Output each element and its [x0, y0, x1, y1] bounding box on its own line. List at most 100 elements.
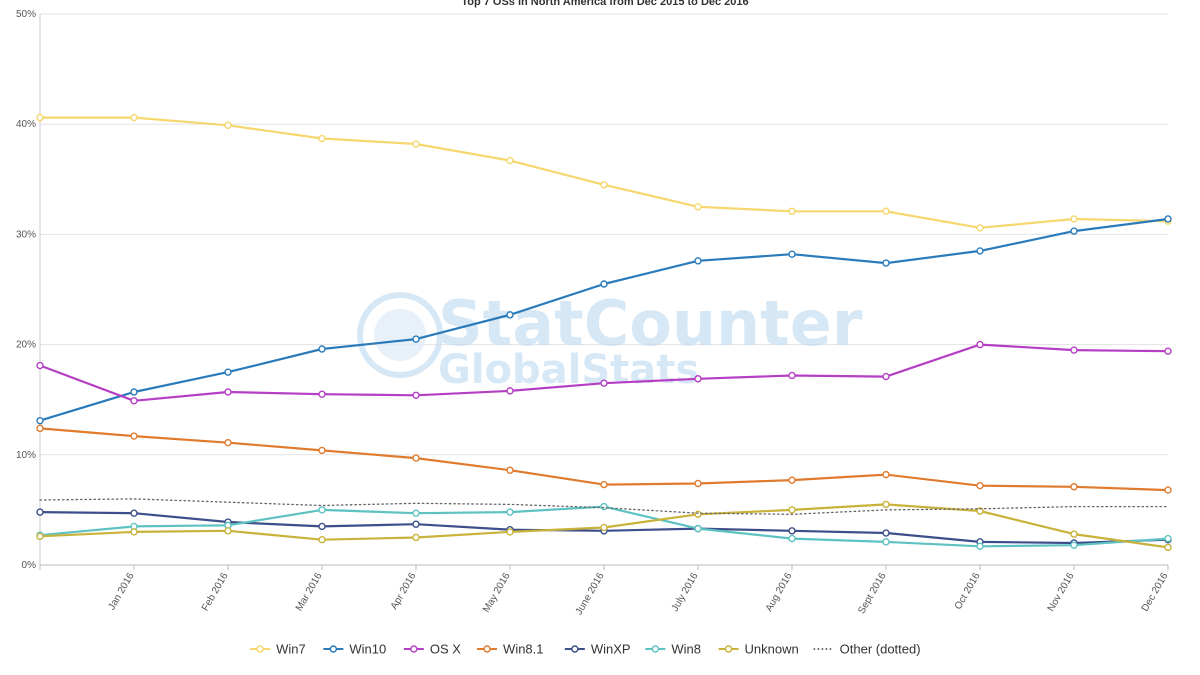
- legend-item-0[interactable]: Win7: [250, 642, 306, 657]
- data-point: [694, 257, 702, 265]
- x-tick-label: Oct 2016: [953, 571, 983, 612]
- data-point: [600, 502, 608, 511]
- data-point: [506, 156, 514, 165]
- legend-item-3[interactable]: Win8.1: [477, 642, 544, 657]
- data-point: [788, 207, 796, 215]
- data-point: [694, 479, 702, 488]
- data-point: [412, 533, 420, 542]
- series-line-7: [39, 498, 1169, 515]
- legend-marker: [483, 645, 491, 653]
- legend-marker: [724, 645, 733, 653]
- legend-label: Win7: [276, 642, 306, 657]
- legend-label: OS X: [430, 642, 461, 657]
- data-point: [600, 480, 608, 489]
- data-point: [506, 387, 514, 395]
- data-point: [1070, 346, 1078, 354]
- data-point: [36, 424, 44, 433]
- data-point: [1164, 347, 1172, 355]
- data-point: [1070, 483, 1078, 491]
- legend: Win7 Win10 OS X Win8.1 WinXP Win8 Unknown Other…: [250, 642, 921, 657]
- data-point: [412, 520, 420, 528]
- y-tick-label: 30%: [16, 229, 36, 240]
- legend-item-6[interactable]: Unknown: [718, 642, 799, 657]
- data-point: [224, 527, 232, 535]
- data-point: [506, 528, 514, 536]
- data-point: [600, 379, 608, 387]
- data-point: [976, 507, 984, 515]
- data-point: [976, 481, 984, 490]
- x-tick-label: July 2016: [670, 571, 701, 614]
- data-point: [318, 134, 326, 143]
- data-point: [412, 391, 420, 399]
- x-tick-label: Sept 2016: [856, 571, 889, 616]
- data-point: [600, 523, 608, 532]
- x-axis-ticks: Jan 2016 Feb 2016 Mar 2016 Apr 2016 May 2016…: [39, 565, 1171, 617]
- data-point: [318, 345, 326, 353]
- data-point: [318, 535, 326, 544]
- x-tick-label: Aug 2016: [764, 571, 795, 614]
- data-point: [976, 247, 984, 255]
- data-point: [412, 335, 420, 343]
- data-point: [976, 340, 984, 349]
- data-point: [130, 388, 138, 396]
- x-tick-label: May 2016: [481, 571, 513, 615]
- statcounter-watermark: StatCounter GlobalStats: [357, 287, 863, 393]
- data-point: [882, 470, 890, 479]
- data-point: [36, 113, 44, 122]
- data-point: [600, 181, 608, 189]
- data-point: [36, 532, 44, 541]
- data-point: [600, 280, 608, 288]
- y-tick-label: 10%: [16, 450, 36, 461]
- legend-label: WinXP: [591, 642, 631, 657]
- legend-marker: [410, 645, 418, 653]
- data-point: [318, 390, 326, 398]
- data-point: [130, 509, 138, 517]
- y-tick-label: 0%: [22, 560, 37, 571]
- x-tick-label: Feb 2016: [200, 571, 231, 613]
- legend-item-1[interactable]: Win10: [323, 642, 386, 657]
- data-point: [130, 528, 138, 536]
- data-point: [506, 508, 514, 516]
- data-point: [412, 509, 420, 517]
- data-point: [130, 397, 138, 405]
- data-point: [694, 524, 702, 533]
- x-tick-label: June 2016: [574, 571, 607, 617]
- data-point: [36, 416, 44, 425]
- data-point: [788, 371, 796, 380]
- data-point: [976, 542, 984, 550]
- data-point: [1070, 227, 1078, 235]
- data-point: [1164, 543, 1172, 552]
- data-point: [36, 361, 44, 370]
- y-tick-label: 20%: [16, 340, 36, 351]
- data-point: [882, 500, 890, 509]
- data-point: [882, 207, 890, 215]
- data-point: [318, 506, 326, 514]
- legend-marker: [329, 645, 338, 653]
- legend-marker: [651, 645, 660, 653]
- data-point: [224, 438, 232, 447]
- legend-item-7[interactable]: Other (dotted): [813, 642, 921, 657]
- legend-item-4[interactable]: WinXP: [564, 642, 631, 657]
- data-point: [130, 432, 138, 440]
- legend-item-2[interactable]: OS X: [403, 642, 461, 657]
- y-tick-label: 50%: [16, 9, 36, 20]
- data-point: [882, 529, 890, 537]
- data-point: [788, 527, 796, 535]
- data-point: [882, 372, 890, 381]
- y-axis-ticks: 0% 10% 20% 30% 40% 50%: [16, 9, 36, 571]
- x-tick-label: Apr 2016: [389, 571, 419, 612]
- data-point: [224, 388, 232, 396]
- data-point: [318, 446, 326, 455]
- legend-label: Other (dotted): [840, 642, 921, 657]
- data-point: [976, 224, 984, 232]
- legend-label: Win8: [671, 642, 701, 657]
- legend-label: Win8.1: [503, 642, 543, 657]
- data-point: [1164, 534, 1172, 543]
- data-point: [788, 476, 796, 484]
- x-tick-label: Mar 2016: [294, 571, 325, 613]
- data-point: [130, 113, 138, 122]
- data-point: [506, 466, 514, 474]
- series-line-3: [38, 427, 1170, 492]
- legend-item-5[interactable]: Win8: [645, 642, 701, 657]
